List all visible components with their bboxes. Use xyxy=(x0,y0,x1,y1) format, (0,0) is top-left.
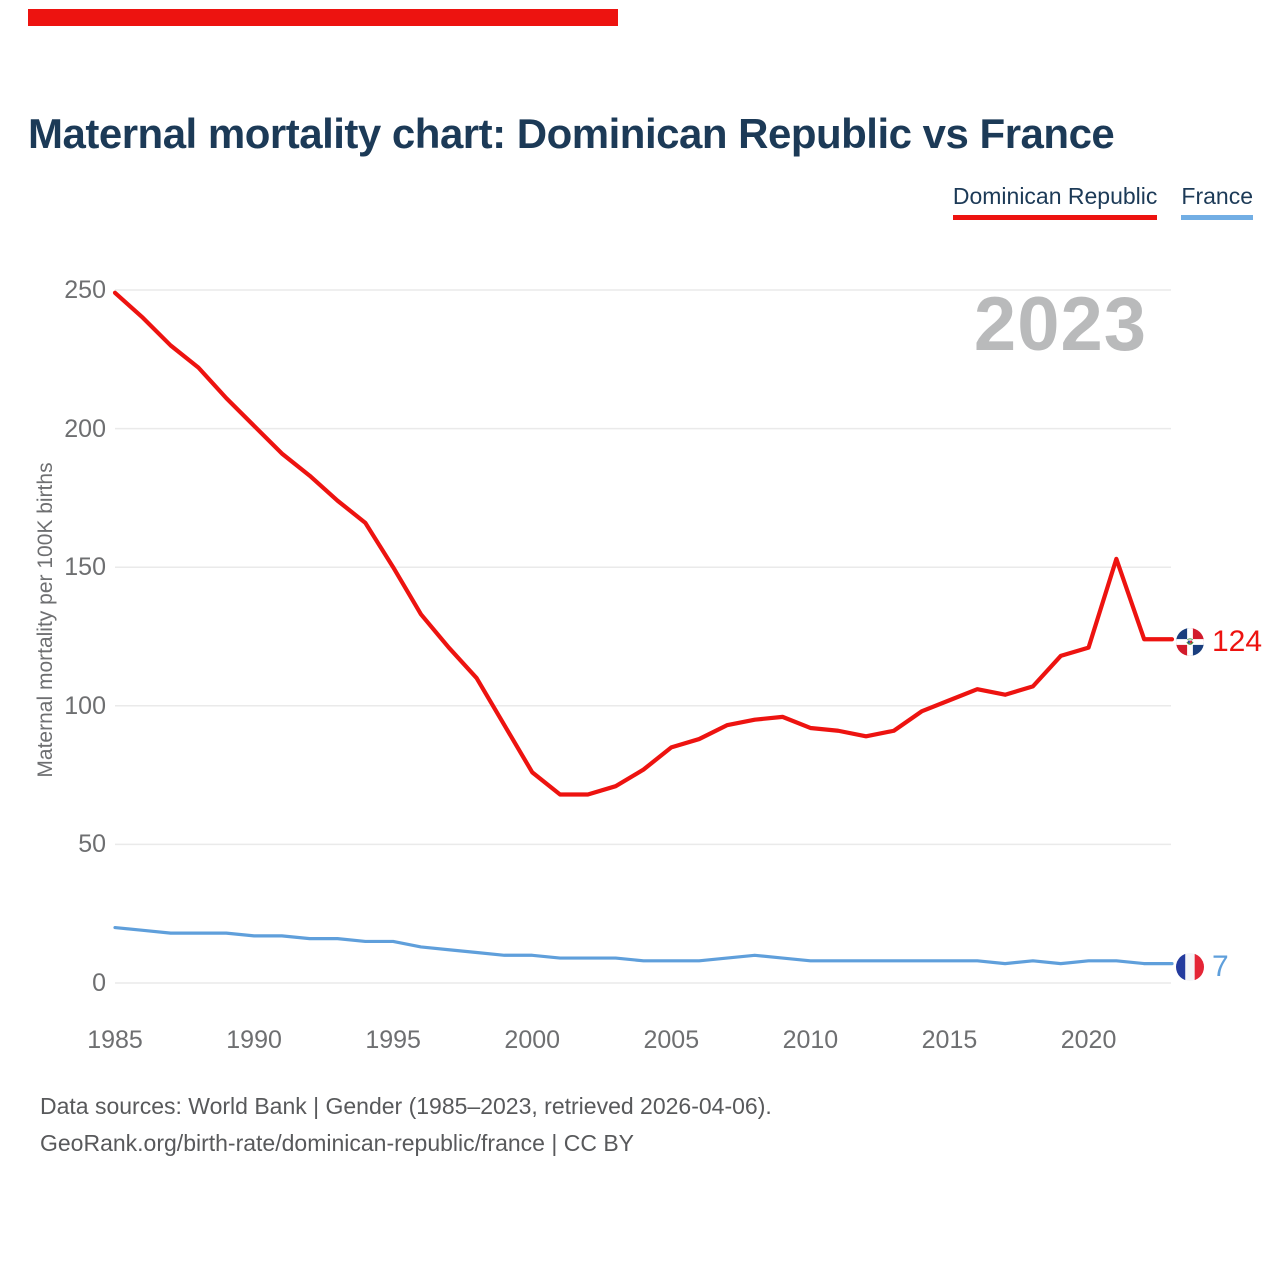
legend-item-dominican-republic[interactable]: Dominican Republic xyxy=(952,183,1158,220)
y-tick-label: 0 xyxy=(92,969,106,997)
series-line-dominican-republic xyxy=(112,290,1175,797)
x-tick-label: 2015 xyxy=(921,1026,978,1054)
x-tick-label: 2005 xyxy=(643,1026,700,1054)
page-title: Maternal mortality chart: Dominican Repu… xyxy=(28,110,1115,157)
legend-item-france[interactable]: France xyxy=(1181,183,1253,220)
dominican-republic-end-value: 124 xyxy=(1212,625,1263,659)
progress-bar xyxy=(28,9,618,26)
france-end-value: 7 xyxy=(1212,949,1229,983)
dominican-republic-end-label: 124 xyxy=(1176,625,1262,659)
france-flag-icon xyxy=(1176,952,1204,981)
y-tick-label: 100 xyxy=(64,691,106,720)
x-tick-label: 1990 xyxy=(226,1026,282,1054)
x-tick-label: 2000 xyxy=(504,1026,561,1054)
footer-sources: Data sources: World Bank | Gender (1985–… xyxy=(40,1093,772,1119)
series-line-france xyxy=(113,925,1174,966)
year-watermark: 2023 xyxy=(973,282,1147,367)
footer: Data sources: World Bank | Gender (1985–… xyxy=(40,1088,772,1162)
x-tick-label: 2020 xyxy=(1060,1026,1117,1054)
y-tick-label: 200 xyxy=(64,414,106,443)
dominican-republic-flag-icon xyxy=(1176,628,1204,657)
y-tick-label: 150 xyxy=(64,553,106,582)
footer-attribution: GeoRank.org/birth-rate/dominican-republi… xyxy=(40,1130,635,1156)
x-tick-label: 1985 xyxy=(87,1026,143,1054)
x-tick-label: 2010 xyxy=(782,1026,839,1054)
y-tick-label: 250 xyxy=(64,276,106,304)
x-tick-label: 1995 xyxy=(365,1026,421,1054)
y-tick-label: 50 xyxy=(78,830,106,859)
france-end-label: 7 xyxy=(1176,950,1229,984)
legend: Dominican Republic France xyxy=(952,183,1253,220)
